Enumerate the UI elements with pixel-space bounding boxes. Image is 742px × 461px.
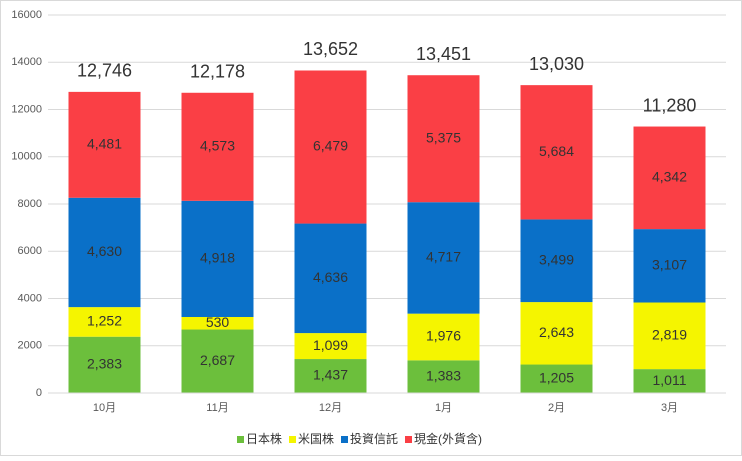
total-label: 11,280: [643, 95, 697, 115]
y-tick-label: 10000: [11, 151, 42, 163]
value-label: 1,252: [87, 313, 122, 329]
value-label: 530: [206, 314, 230, 330]
value-label: 1,099: [313, 337, 348, 353]
value-label: 1,011: [653, 372, 687, 388]
bar-segment: [520, 364, 593, 393]
value-label: 4,717: [426, 249, 461, 265]
bar-segment: [520, 302, 593, 365]
x-tick-label: 12月: [319, 402, 342, 414]
y-tick-label: 16000: [11, 9, 42, 21]
value-label: 2,687: [200, 352, 235, 368]
bar-segment: [294, 359, 367, 393]
legend-label: 投資信託: [350, 431, 398, 446]
value-label: 1,383: [426, 367, 461, 383]
value-label: 5,375: [426, 129, 461, 145]
total-label: 13,652: [303, 39, 358, 59]
bar-segment: [407, 75, 480, 203]
y-tick-label: 6000: [18, 245, 42, 257]
value-label: 2,643: [539, 324, 574, 340]
bar-segment: [68, 307, 141, 337]
bar-segment: [181, 316, 254, 330]
value-label: 4,636: [313, 269, 348, 285]
x-tick-label: 10月: [93, 402, 116, 414]
bar-segment: [294, 333, 367, 360]
y-tick-label: 14000: [11, 56, 42, 68]
legend-swatch: [341, 436, 348, 443]
bar-segment: [633, 369, 706, 393]
bar-segment: [68, 91, 141, 198]
bar-segment: [520, 85, 593, 220]
x-tick-label: 11月: [206, 402, 228, 414]
bar-segment: [294, 70, 367, 224]
legend-label: 日本株: [246, 431, 282, 446]
legend-swatch: [405, 436, 412, 443]
value-label: 4,342: [652, 169, 687, 185]
bar-segment: [633, 302, 706, 370]
bar-segment: [520, 219, 593, 303]
total-label: 13,451: [416, 44, 471, 64]
value-label: 4,481: [87, 136, 122, 152]
value-label: 1,976: [426, 328, 461, 344]
y-tick-label: 2000: [18, 340, 42, 352]
bar-segment: [181, 329, 254, 393]
legend-label: 現金(外貨含): [414, 431, 482, 446]
bar-segment: [633, 126, 706, 230]
bar-segment: [407, 313, 480, 361]
value-label: 2,383: [87, 356, 122, 372]
y-tick-label: 8000: [18, 198, 42, 210]
legend-swatch: [237, 436, 244, 443]
value-label: 5,684: [539, 143, 574, 159]
y-tick-label: 12000: [11, 103, 42, 115]
value-label: 3,499: [539, 251, 574, 267]
bar-segment: [407, 202, 480, 314]
value-label: 1,437: [313, 367, 348, 383]
bar-segment: [181, 200, 254, 317]
value-label: 6,479: [313, 138, 348, 154]
bar-segment: [294, 223, 367, 334]
total-label: 12,746: [77, 61, 132, 81]
x-tick-label: 3月: [661, 402, 678, 414]
value-label: 2,819: [652, 327, 687, 343]
total-label: 12,178: [190, 62, 245, 82]
bar-segment: [181, 92, 254, 201]
total-label: 13,030: [529, 54, 584, 74]
value-label: 4,573: [200, 137, 235, 153]
value-label: 4,630: [87, 243, 122, 259]
x-tick-label: 2月: [548, 402, 565, 414]
x-tick-label: 1月: [435, 402, 452, 414]
bar-segment: [633, 229, 706, 303]
y-tick-label: 0: [36, 387, 42, 399]
value-label: 4,918: [200, 250, 235, 266]
bar-segment: [68, 336, 141, 393]
value-label: 1,205: [539, 369, 574, 385]
bar-segment: [407, 360, 480, 393]
bar-segment: [68, 197, 141, 308]
value-label: 3,107: [652, 257, 687, 273]
y-tick-label: 4000: [18, 292, 42, 304]
legend-swatch: [289, 436, 296, 443]
legend-label: 米国株: [298, 431, 334, 446]
